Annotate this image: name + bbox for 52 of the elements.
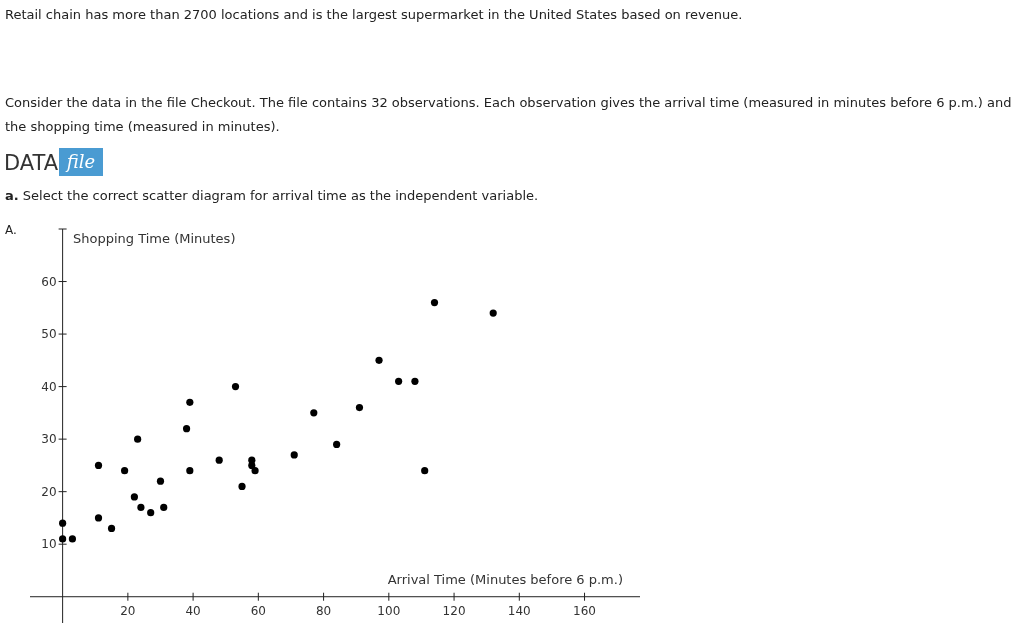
point [59, 519, 67, 527]
point [215, 456, 223, 464]
text: Select the correct scatter diagram for arrival time as the independent variable. [22, 188, 539, 203]
point [130, 493, 138, 501]
text: A. [5, 223, 17, 237]
point [355, 404, 364, 412]
point [68, 535, 77, 543]
x-tick-label: 80 [315, 603, 332, 618]
point [147, 509, 155, 517]
point [134, 435, 142, 443]
point [186, 398, 194, 406]
point [333, 440, 341, 448]
x-tick-label: 140 [507, 603, 531, 618]
point [121, 467, 129, 475]
y-tick-label: 20 [41, 484, 57, 499]
point [310, 409, 318, 417]
point [489, 309, 497, 317]
point [290, 451, 298, 459]
y-axis-title: Shopping Time (Minutes) [73, 231, 236, 246]
point [94, 461, 103, 469]
point [375, 356, 383, 364]
y-tick-label: 40 [41, 379, 57, 394]
text: a. [5, 188, 19, 203]
x-tick-label: 120 [442, 603, 466, 618]
point [231, 383, 240, 391]
x-tick-label: 20 [120, 603, 136, 618]
point [238, 482, 246, 491]
point [395, 377, 403, 385]
point [430, 298, 439, 307]
point [94, 514, 103, 522]
y-tick-label: 60 [41, 274, 57, 289]
point [182, 425, 191, 433]
point [251, 467, 259, 475]
y-tick-label: 10 [41, 537, 57, 552]
point [248, 461, 256, 469]
point [59, 535, 67, 543]
y-tick-label: 50 [41, 327, 57, 342]
x-tick-label: 100 [377, 603, 401, 618]
x-tick-label: 60 [250, 603, 266, 618]
point [186, 467, 194, 475]
point [411, 377, 419, 385]
y-tick-label: 30 [41, 432, 57, 447]
point [107, 524, 116, 533]
x-tick-label: 40 [185, 603, 201, 618]
point [156, 477, 165, 485]
text: Consider the data in the file Checkout. The file contains 32 observations. Each observation gives the arrival time (measured in minutes before 6 p.m.) and the shopping time (measured in minutes). [5, 94, 1013, 136]
point [421, 467, 429, 475]
x-tick-label: 160 [573, 603, 596, 618]
text: Retail chain has more than 2700 locations and is the largest supermarket in the United States based on revenue. [5, 6, 744, 24]
point [160, 503, 168, 512]
x-axis-title: Arrival Time (Minutes before 6 p.m.) [387, 572, 623, 587]
point [137, 503, 145, 512]
